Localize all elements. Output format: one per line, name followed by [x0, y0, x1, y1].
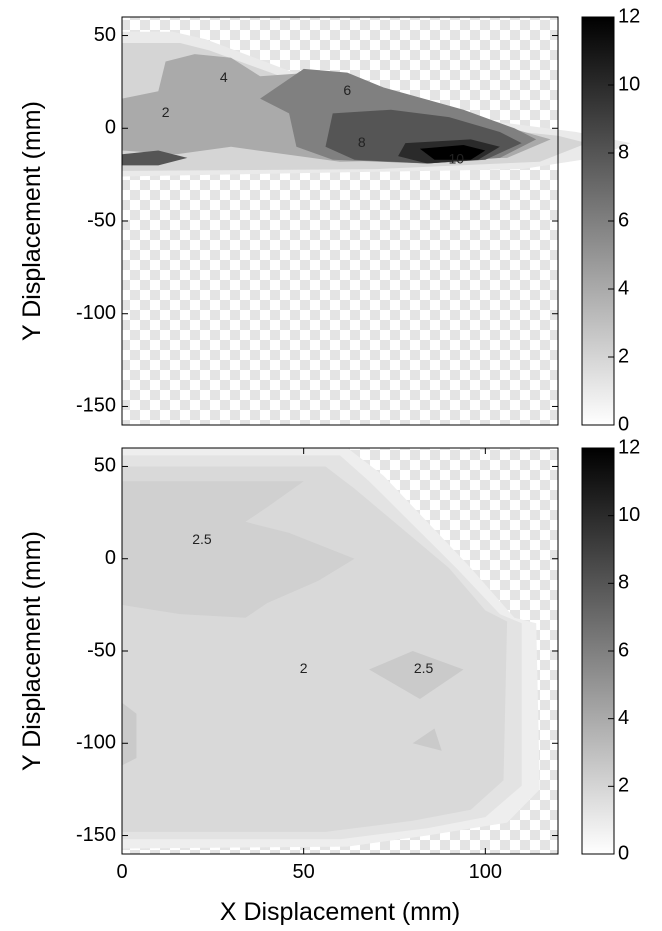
x-tick-label-0: 0 — [116, 861, 127, 883]
colorbar-tick-label-bottom-0: 12 — [618, 436, 640, 458]
contour-label-top-0: 2 — [162, 104, 170, 120]
contour-label-bottom-2: 2.5 — [414, 660, 434, 676]
y-tick-label-bottom-3: -100 — [76, 732, 116, 754]
colorbar-ticks-bottom: 12 10 8 6 4 2 0 — [608, 436, 640, 864]
colorbar-tick-label-top-3: 6 — [618, 209, 629, 231]
y-axis-label-top: Y Displacement (mm) — [18, 101, 46, 341]
contour-label-top-4: 10 — [448, 151, 464, 167]
contour-labels-bottom: 2.5 2 2.5 — [192, 531, 433, 676]
y-tick-label-top-4: -150 — [76, 395, 116, 417]
y-tick-label-top-0: 50 — [94, 24, 116, 46]
y-tick-label-bottom-0: 50 — [94, 455, 116, 477]
contour-label-bottom-0: 2.5 — [192, 531, 212, 547]
colorbar-tick-label-bottom-4: 4 — [618, 707, 629, 729]
contour-region-bottom-6 — [122, 702, 137, 766]
colorbar-ticks-top: 12 10 8 6 4 2 0 — [608, 5, 640, 435]
contour-label-top-2: 6 — [343, 82, 351, 98]
contour-regions-top — [122, 31, 631, 177]
y-axis-label-bottom: Y Displacement (mm) — [18, 531, 46, 771]
y-tick-label-top-3: -100 — [76, 302, 116, 324]
colorbar-bottom: 12 10 8 6 4 2 0 — [581, 436, 640, 864]
contour-panel-top: 2 4 6 8 10 50 0 -50 -100 -150 Y Displacement (mm… — [18, 5, 640, 435]
contour-label-bottom-1: 2 — [300, 660, 308, 676]
x-ticks-bottom: 0 50 100 — [116, 448, 502, 883]
y-ticks-top: 50 0 -50 -100 -150 — [76, 24, 558, 417]
colorbar-tick-label-top-0: 12 — [618, 5, 640, 27]
x-axis-label: X Displacement (mm) — [220, 898, 460, 926]
colorbar-tick-label-top-2: 8 — [618, 141, 629, 163]
colorbar-tick-label-bottom-6: 0 — [618, 842, 629, 864]
colorbar-tick-label-top-4: 4 — [618, 277, 629, 299]
contour-region-bottom-5 — [412, 728, 442, 751]
contour-regions-bottom — [122, 448, 540, 849]
colorbar-tick-label-bottom-1: 10 — [618, 504, 640, 526]
y-tick-label-bottom-1: 0 — [105, 547, 116, 569]
contour-label-top-3: 8 — [358, 134, 366, 150]
y-tick-label-top-2: -50 — [87, 209, 116, 231]
contour-region-top-7 — [122, 150, 188, 166]
colorbar-tick-label-top-1: 10 — [618, 73, 640, 95]
colorbar-tick-label-top-5: 2 — [618, 345, 629, 367]
contour-panel-bottom: 2.52 2.5 500-50-100-150 0 50 100 Y Displace… — [18, 436, 640, 926]
colorbar-top: 12 10 8 6 4 2 0 — [581, 5, 640, 435]
y-tick-label-top-1: 0 — [105, 117, 116, 139]
contour-region-bottom-4 — [369, 651, 464, 699]
x-tick-label-1: 50 — [293, 861, 315, 883]
contour-region-top-6 — [419, 145, 486, 160]
y-tick-label-bottom-4: -150 — [76, 824, 116, 846]
contour-label-top-1: 4 — [220, 69, 228, 85]
y-tick-label-bottom-2: -50 — [87, 639, 116, 661]
colorbar-tick-label-bottom-5: 2 — [618, 775, 629, 797]
contour-labels-top: 2 4 6 8 10 — [162, 69, 465, 167]
colorbar-tick-label-bottom-2: 8 — [618, 572, 629, 594]
y-ticks-bottom: 50 0 -50 -100 -150 — [76, 455, 558, 846]
contour-region-bottom-3 — [122, 481, 355, 618]
x-tick-label-2: 100 — [469, 861, 502, 883]
colorbar-tick-label-top-6: 0 — [618, 413, 629, 435]
colorbar-tick-label-bottom-3: 6 — [618, 639, 629, 661]
